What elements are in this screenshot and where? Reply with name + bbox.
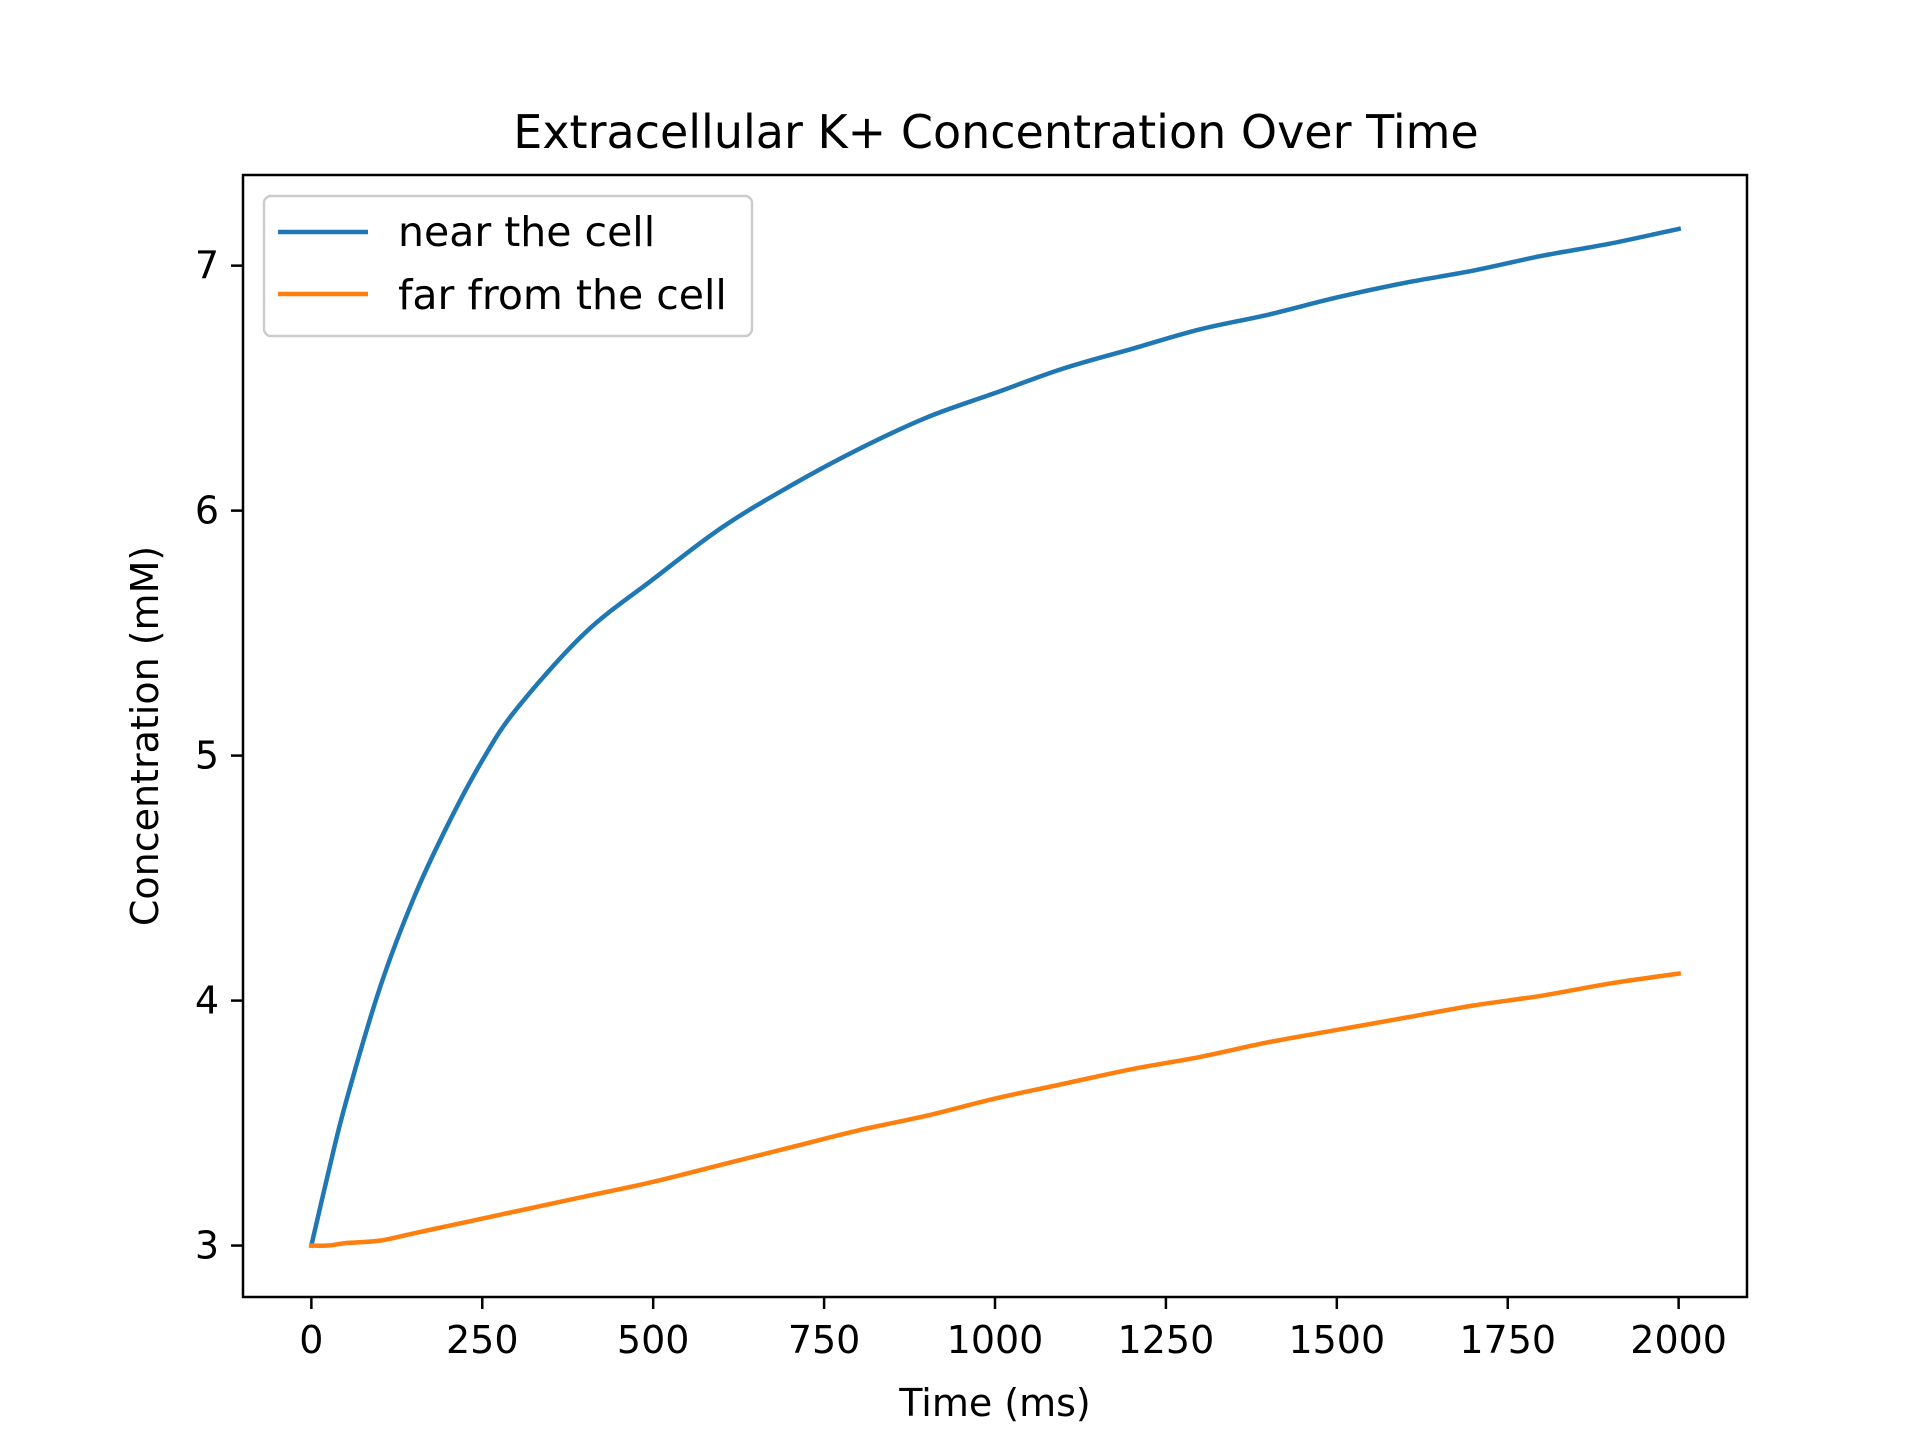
y-tick-label: 4 — [195, 979, 219, 1023]
y-tick-label: 6 — [195, 489, 219, 533]
y-tick-label: 7 — [195, 244, 219, 288]
chart-title: Extracellular K+ Concentration Over Time — [513, 105, 1478, 159]
y-tick-label: 3 — [195, 1224, 219, 1268]
legend-label-far: far from the cell — [398, 271, 727, 319]
x-tick-label: 500 — [617, 1318, 690, 1362]
x-tick-label: 0 — [299, 1318, 323, 1362]
x-axis-label: Time (ms) — [898, 1381, 1091, 1425]
x-tick-label: 1750 — [1459, 1318, 1556, 1362]
series-line-far — [309, 971, 1682, 1248]
x-tick-label: 750 — [788, 1318, 861, 1362]
x-tick-label: 250 — [446, 1318, 519, 1362]
x-tick-label: 1250 — [1118, 1318, 1215, 1362]
x-axis-ticks: 0 250 500 750 1000 1250 1500 1750 2000 — [299, 1297, 1727, 1362]
x-tick-label: 2000 — [1630, 1318, 1727, 1362]
series-layer — [308, 226, 1682, 1249]
y-axis-ticks: 3 4 5 6 7 — [195, 244, 243, 1268]
series-line-near — [308, 226, 1682, 1249]
legend: near the cell far from the cell — [262, 194, 754, 338]
x-tick-label: 1000 — [947, 1318, 1044, 1362]
y-axis-label: Concentration (mM) — [123, 546, 167, 926]
legend-box — [262, 194, 754, 338]
y-tick-label: 5 — [195, 734, 219, 778]
x-tick-label: 1500 — [1288, 1318, 1385, 1362]
legend-label-near: near the cell — [398, 208, 655, 256]
